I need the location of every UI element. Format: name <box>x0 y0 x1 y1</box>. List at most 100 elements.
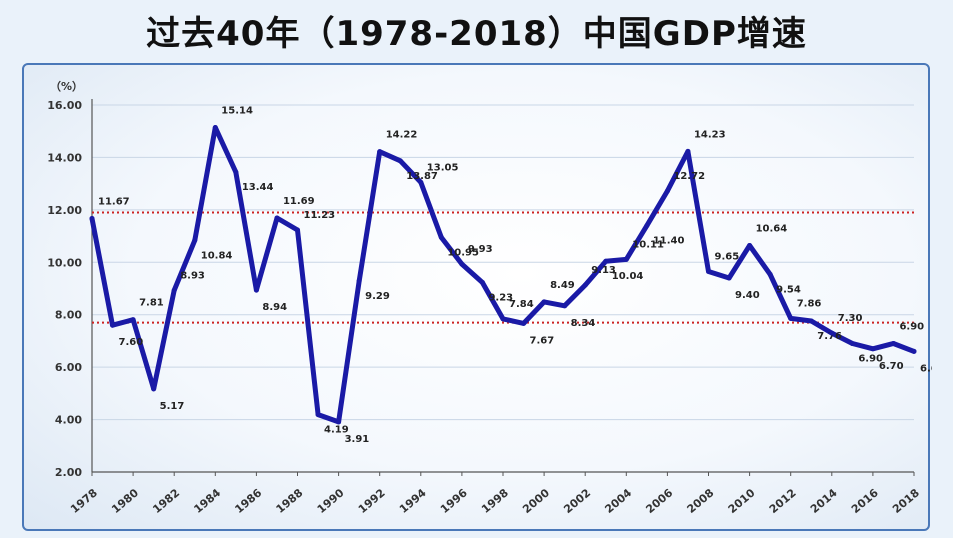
data-point <box>130 317 136 323</box>
x-tick-label: 2010 <box>726 486 758 516</box>
data-point <box>623 256 629 262</box>
data-label: 7.86 <box>797 298 822 309</box>
data-point <box>233 169 239 175</box>
x-tick-label: 2004 <box>602 486 634 516</box>
data-point <box>911 348 917 354</box>
x-tick-label: 1984 <box>191 486 223 516</box>
data-point <box>171 287 177 293</box>
data-point <box>418 179 424 185</box>
data-point <box>767 271 773 277</box>
y-tick-label: 10.00 <box>47 256 82 269</box>
data-label: 7.81 <box>139 298 164 309</box>
x-tick-label: 2014 <box>808 486 840 516</box>
x-tick-label: 2018 <box>890 486 922 516</box>
x-tick-label: 1998 <box>479 486 511 516</box>
x-tick-label: 1996 <box>438 486 470 516</box>
data-label: 11.23 <box>304 210 336 221</box>
data-label: 6.70 <box>879 361 904 372</box>
data-point <box>541 299 547 305</box>
data-label: 8.49 <box>550 280 575 291</box>
x-tick-label: 1994 <box>397 486 429 516</box>
data-label: 13.05 <box>427 162 459 173</box>
data-label: 8.93 <box>180 270 205 281</box>
data-label: 7.30 <box>838 313 863 324</box>
y-tick-label: 6.00 <box>55 361 82 374</box>
data-point <box>356 278 362 284</box>
data-label: 14.23 <box>694 129 726 140</box>
data-point <box>151 386 157 392</box>
x-tick-label: 2002 <box>561 486 593 516</box>
chart-panel: （%） 2.00 4.00 6.00 8.00 10.00 12.00 14.00 16.00 1… <box>22 63 932 531</box>
data-point <box>253 287 259 293</box>
data-point <box>562 303 568 309</box>
series-line <box>89 125 917 425</box>
data-point <box>685 148 691 154</box>
x-tick-label: 1990 <box>315 486 347 516</box>
x-tick-label: 2000 <box>520 486 552 516</box>
data-label: 9.29 <box>365 291 390 302</box>
data-point <box>212 125 218 131</box>
x-tick-label: 1980 <box>109 486 141 516</box>
y-tick-label: 4.00 <box>55 414 82 427</box>
x-tick-label: 2008 <box>685 486 717 516</box>
data-label: 14.22 <box>386 130 418 141</box>
data-label: 7.76 <box>817 331 842 342</box>
data-point <box>808 318 814 324</box>
y-tick-label: 16.00 <box>47 99 82 112</box>
data-point <box>603 258 609 264</box>
data-point <box>295 227 300 233</box>
data-label: 11.67 <box>98 197 130 208</box>
data-label: 10.04 <box>612 271 644 282</box>
data-label: 4.19 <box>324 425 349 436</box>
data-point <box>664 188 670 194</box>
data-point <box>788 315 794 321</box>
data-label: 9.65 <box>715 251 740 262</box>
y-tick-label: 2.00 <box>55 466 82 479</box>
data-point <box>89 216 95 222</box>
data-label: 10.11 <box>632 239 664 250</box>
data-point <box>397 158 403 164</box>
data-point <box>726 275 732 281</box>
data-label: 13.44 <box>242 182 274 193</box>
y-tick-label: 14.00 <box>47 151 82 164</box>
data-label: 12.72 <box>673 171 705 182</box>
data-label: 8.34 <box>571 318 596 329</box>
data-point <box>747 243 753 249</box>
data-point <box>274 215 280 221</box>
data-point <box>706 268 711 274</box>
y-tick-label: 8.00 <box>55 309 82 322</box>
data-label: 3.91 <box>345 434 370 445</box>
x-tick-label: 2012 <box>767 486 799 516</box>
chart-title: 过去40年（1978-2018）中国GDP增速 <box>146 14 807 54</box>
data-point <box>438 234 444 240</box>
data-point <box>829 330 835 336</box>
data-point <box>849 341 855 347</box>
data-label: 6.90 <box>858 354 883 365</box>
y-axis-label: （%） <box>50 80 83 93</box>
x-tick-label: 1992 <box>356 486 388 516</box>
y-tick-label: 12.00 <box>47 204 82 217</box>
data-label: 10.95 <box>447 247 479 258</box>
data-point <box>890 341 896 347</box>
data-point <box>870 346 876 352</box>
data-label: 9.40 <box>735 290 760 301</box>
data-label: 7.84 <box>509 299 534 310</box>
data-label: 15.14 <box>221 106 253 117</box>
line-chart: （%） 2.00 4.00 6.00 8.00 10.00 12.00 14.00 16.00 1… <box>47 80 932 516</box>
data-label: 6.60 <box>920 363 932 374</box>
data-point <box>644 223 650 229</box>
data-label: 9.54 <box>776 284 801 295</box>
data-point <box>582 282 588 288</box>
data-point <box>377 149 383 155</box>
data-label: 10.84 <box>201 250 233 261</box>
x-tick-label: 1988 <box>274 486 306 516</box>
x-tick-label: 1982 <box>150 486 182 516</box>
data-label: 11.40 <box>653 236 685 247</box>
data-point <box>500 316 506 322</box>
x-tick-label: 1986 <box>233 486 265 516</box>
data-label: 7.60 <box>119 337 144 348</box>
data-point <box>110 322 116 328</box>
x-tick-label: 2006 <box>644 486 676 516</box>
x-tick-label: 1978 <box>68 486 100 516</box>
x-tick-label: 2016 <box>849 486 881 516</box>
